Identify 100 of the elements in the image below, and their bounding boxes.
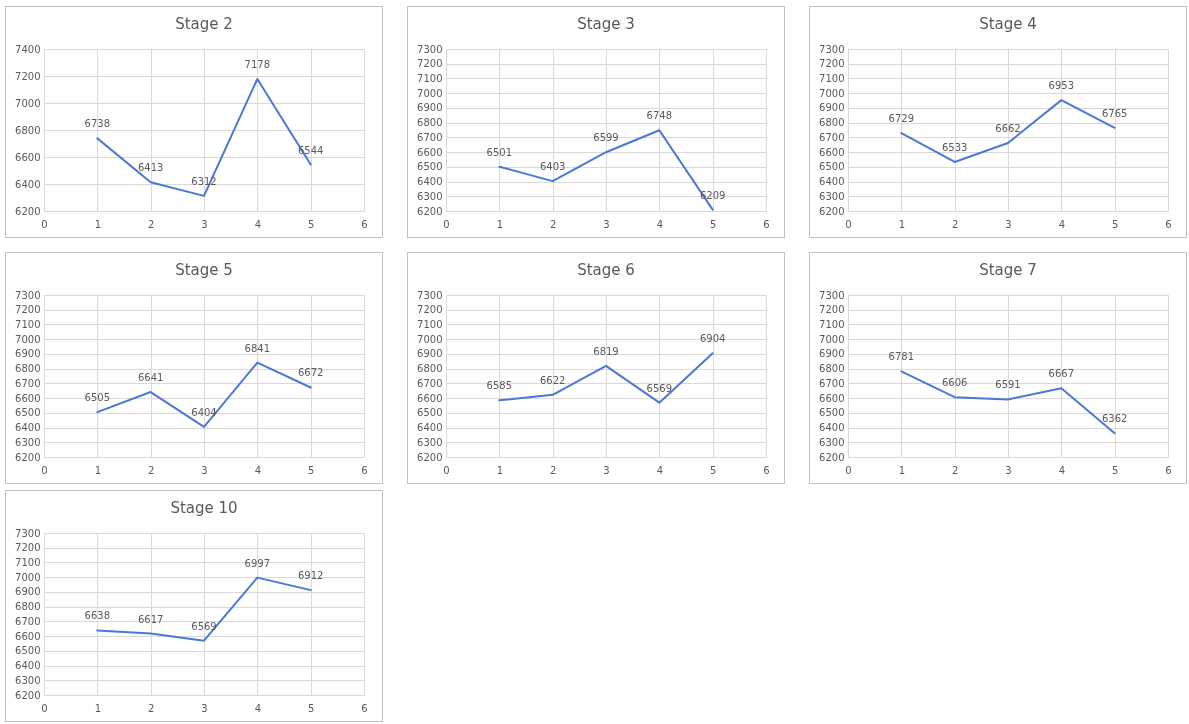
data-label: 6672 xyxy=(297,367,324,379)
y-tick-label: 7300 xyxy=(417,289,443,301)
y-tick-label: 7200 xyxy=(15,542,41,554)
chart-title: Stage 10 xyxy=(170,499,238,517)
y-tick-label: 6900 xyxy=(417,102,443,114)
data-label: 6819 xyxy=(593,345,619,357)
y-tick-label: 6400 xyxy=(417,176,443,188)
x-tick-label: 4 xyxy=(254,702,262,714)
x-tick-label: 0 xyxy=(41,464,48,476)
y-tick-label: 6800 xyxy=(417,363,443,375)
data-label: 6953 xyxy=(1048,80,1075,92)
y-tick-label: 6800 xyxy=(819,117,845,129)
y-tick-label: 6900 xyxy=(819,102,845,114)
x-tick-label: 4 xyxy=(1058,218,1066,230)
y-tick-label: 7200 xyxy=(15,70,41,82)
data-label: 6569 xyxy=(191,620,217,632)
x-tick-label: 6 xyxy=(763,218,770,230)
data-label: 6569 xyxy=(646,382,673,394)
x-tick-label: 1 xyxy=(94,702,102,714)
y-tick-label: 6900 xyxy=(15,348,41,360)
x-tick-label: 5 xyxy=(1111,218,1119,230)
x-tick-label: 4 xyxy=(254,464,262,476)
y-tick-label: 7100 xyxy=(819,318,845,330)
x-tick-label: 2 xyxy=(951,218,959,230)
x-tick-label: 2 xyxy=(147,702,155,714)
y-tick-label: 6500 xyxy=(819,161,845,173)
x-tick-label: 5 xyxy=(307,218,315,230)
data-label: 6662 xyxy=(995,122,1021,134)
x-tick-label: 2 xyxy=(549,218,557,230)
x-tick-label: 0 xyxy=(41,218,48,230)
y-tick-label: 6500 xyxy=(15,645,41,657)
y-tick-label: 6200 xyxy=(15,689,41,701)
x-tick-label: 0 xyxy=(443,218,450,230)
x-tick-label: 3 xyxy=(603,464,610,476)
y-tick-label: 6900 xyxy=(417,348,443,360)
y-tick-label: 7200 xyxy=(819,304,845,316)
data-label: 6748 xyxy=(646,110,673,122)
x-tick-label: 0 xyxy=(41,702,48,714)
data-label: 6505 xyxy=(84,392,111,404)
x-tick-label: 6 xyxy=(361,218,368,230)
chart-title: Stage 6 xyxy=(577,261,635,279)
y-tick-label: 6400 xyxy=(15,660,41,672)
x-tick-label: 5 xyxy=(307,464,315,476)
y-tick-label: 7300 xyxy=(819,43,845,55)
x-tick-label: 3 xyxy=(201,464,208,476)
y-tick-label: 7300 xyxy=(15,527,41,539)
y-tick-label: 6600 xyxy=(15,630,41,642)
y-tick-label: 7300 xyxy=(819,289,845,301)
y-tick-label: 6600 xyxy=(417,392,443,404)
y-tick-label: 6200 xyxy=(417,451,443,463)
x-tick-label: 1 xyxy=(898,218,906,230)
x-tick-label: 1 xyxy=(496,464,504,476)
y-tick-label: 6600 xyxy=(15,151,41,163)
y-tick-label: 7400 xyxy=(15,43,41,55)
y-tick-label: 6700 xyxy=(417,131,443,143)
chart-title: Stage 5 xyxy=(175,261,233,279)
chart-title: Stage 3 xyxy=(577,15,635,33)
x-tick-label: 2 xyxy=(549,464,557,476)
x-tick-label: 1 xyxy=(94,464,102,476)
y-tick-label: 6400 xyxy=(417,422,443,434)
data-label: 6738 xyxy=(84,118,111,130)
y-tick-label: 7000 xyxy=(819,87,845,99)
y-tick-label: 6500 xyxy=(417,161,443,173)
x-tick-label: 5 xyxy=(709,464,717,476)
data-label: 6362 xyxy=(1101,413,1128,425)
y-tick-label: 6300 xyxy=(819,190,845,202)
y-tick-label: 6300 xyxy=(15,436,41,448)
y-tick-label: 7000 xyxy=(15,571,41,583)
y-tick-label: 7200 xyxy=(15,304,41,316)
y-tick-label: 6600 xyxy=(15,392,41,404)
y-tick-label: 6700 xyxy=(15,377,41,389)
y-tick-label: 6200 xyxy=(15,205,41,217)
x-tick-label: 4 xyxy=(1058,464,1066,476)
x-tick-label: 0 xyxy=(443,464,450,476)
data-label: 6912 xyxy=(297,570,324,582)
data-label: 6622 xyxy=(539,374,566,386)
x-tick-label: 6 xyxy=(1165,464,1172,476)
data-label: 6501 xyxy=(486,146,513,158)
x-tick-label: 4 xyxy=(656,218,664,230)
x-tick-label: 6 xyxy=(1165,218,1172,230)
y-tick-label: 7100 xyxy=(417,72,443,84)
x-tick-label: 5 xyxy=(709,218,717,230)
x-tick-label: 3 xyxy=(603,218,610,230)
y-tick-label: 7000 xyxy=(15,333,41,345)
y-tick-label: 6200 xyxy=(819,205,845,217)
y-tick-label: 6700 xyxy=(819,131,845,143)
data-label: 6591 xyxy=(995,379,1021,391)
x-tick-label: 3 xyxy=(201,218,208,230)
x-tick-label: 2 xyxy=(951,464,959,476)
data-label: 6638 xyxy=(84,610,111,622)
x-tick-label: 1 xyxy=(898,464,906,476)
x-tick-label: 5 xyxy=(307,702,315,714)
y-tick-label: 6300 xyxy=(15,674,41,686)
x-tick-label: 2 xyxy=(147,464,155,476)
x-tick-label: 3 xyxy=(201,702,208,714)
data-label: 6403 xyxy=(539,161,566,173)
x-tick-label: 6 xyxy=(763,464,770,476)
y-tick-label: 7100 xyxy=(15,318,41,330)
data-label: 6841 xyxy=(244,342,271,354)
y-tick-label: 7100 xyxy=(15,556,41,568)
